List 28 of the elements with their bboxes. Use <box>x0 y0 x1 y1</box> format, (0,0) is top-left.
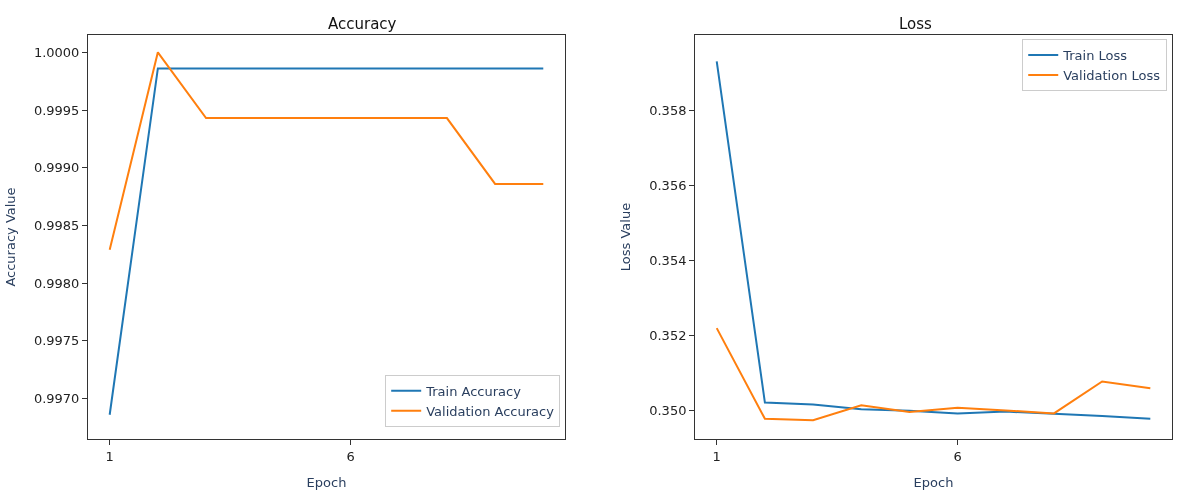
legend-label: Train Accuracy <box>425 383 522 399</box>
y-tick-label: 0.358 <box>649 102 687 118</box>
chart-title: Loss <box>899 15 933 33</box>
y-tick-label: 0.9995 <box>33 102 80 118</box>
y-tick-label: 0.356 <box>649 177 687 193</box>
legend-label: Train Loss <box>1062 48 1128 64</box>
x-tick-label: 1 <box>105 448 114 464</box>
y-tick-label: 0.352 <box>649 328 687 344</box>
x-tick-label: 1 <box>712 448 721 464</box>
x-axis-title: Epoch <box>913 475 954 491</box>
y-tick-label: 0.9990 <box>33 160 80 176</box>
y-tick-label: 0.350 <box>649 403 687 419</box>
line-series <box>715 327 1152 422</box>
y-tick-label: 0.9980 <box>33 275 80 291</box>
y-tick-label: 0.9975 <box>33 333 80 349</box>
y-tick-label: 0.354 <box>649 253 687 269</box>
x-axis-title: Epoch <box>306 475 347 491</box>
y-tick-label: 1.0000 <box>33 44 80 60</box>
y-axis-title: Loss Value <box>618 202 634 272</box>
chart-title: Accuracy <box>328 15 397 33</box>
y-axis-title: Accuracy Value <box>2 187 18 287</box>
legend-label: Validation Loss <box>1063 67 1161 83</box>
x-tick-label: 6 <box>346 448 355 464</box>
y-tick-label: 0.9970 <box>33 391 80 407</box>
y-tick-label: 0.9985 <box>33 218 80 234</box>
x-tick-label: 6 <box>953 448 962 464</box>
line-series <box>108 51 545 251</box>
legend-label: Validation Accuracy <box>426 403 555 419</box>
